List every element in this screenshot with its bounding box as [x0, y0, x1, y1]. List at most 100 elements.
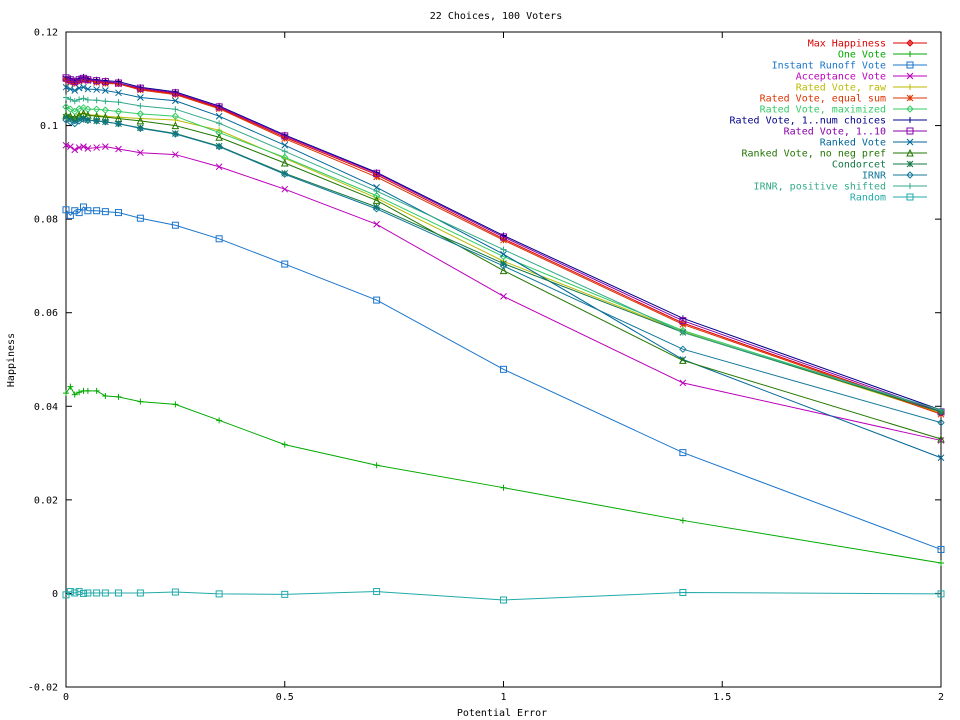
series-13	[63, 94, 944, 414]
legend-marker	[906, 105, 914, 113]
legend-marker	[907, 84, 913, 90]
legend-entry: Instant Runoff Vote	[772, 61, 927, 72]
legend-marker	[906, 138, 914, 146]
legend-label: Ranked Vote	[820, 138, 886, 149]
legend-label: Rated Vote, maximized	[760, 105, 886, 116]
data-point	[679, 449, 687, 457]
data-point	[80, 83, 87, 91]
data-point	[71, 146, 79, 154]
legend-entry: IRNR	[862, 171, 927, 182]
data-point	[280, 158, 289, 167]
data-point	[373, 220, 380, 228]
data-point	[93, 144, 100, 151]
data-point	[136, 214, 144, 222]
data-point	[76, 389, 83, 396]
y-tick-label: 0	[52, 589, 58, 600]
legend-marker	[906, 39, 914, 47]
data-point	[171, 221, 179, 229]
legend-entry: Rated Vote, maximized	[760, 105, 927, 116]
series-9	[62, 83, 945, 462]
y-axis-label: Happiness	[6, 333, 17, 387]
data-point	[171, 121, 180, 130]
data-point	[500, 250, 507, 258]
chart-title: 22 Choices, 100 Voters	[430, 11, 562, 22]
legend-marker	[906, 160, 914, 168]
data-point	[281, 169, 289, 177]
y-tick-label: 0.12	[34, 28, 58, 39]
y-tick-label: 0.1	[40, 121, 58, 132]
data-point	[71, 207, 79, 215]
data-point	[93, 97, 100, 104]
data-point	[80, 74, 87, 82]
data-point	[215, 133, 223, 141]
data-point	[281, 441, 288, 448]
data-point	[216, 120, 223, 127]
legend-entry: Rated Vote, 1..10	[784, 127, 927, 138]
data-point	[75, 76, 83, 84]
data-point	[938, 407, 944, 414]
series-lines	[62, 73, 945, 604]
data-point	[80, 114, 87, 122]
data-point	[499, 266, 508, 275]
legend-label: Rated Vote, equal sum	[760, 94, 886, 105]
data-point	[499, 262, 508, 270]
data-point	[84, 207, 92, 215]
data-point	[66, 211, 74, 219]
data-point	[80, 95, 87, 102]
data-point	[102, 392, 109, 399]
data-point	[115, 209, 122, 217]
y-tick-label: 0.06	[34, 308, 58, 319]
data-point	[79, 115, 88, 123]
data-point	[937, 545, 945, 553]
data-point	[114, 119, 123, 128]
data-point	[215, 103, 223, 111]
data-point	[76, 96, 83, 103]
legend-entry: Rated Vote, raw	[796, 83, 927, 94]
data-point	[281, 185, 289, 193]
data-point	[80, 203, 87, 211]
legend-label: Condorcet	[832, 160, 886, 171]
data-point	[172, 401, 179, 408]
series-3	[62, 141, 945, 444]
data-point	[171, 588, 179, 596]
data-point	[67, 96, 74, 103]
y-tick-label: 0.02	[34, 495, 58, 506]
data-point	[75, 115, 83, 123]
data-point	[171, 89, 179, 97]
data-point	[937, 590, 945, 598]
data-point	[281, 141, 289, 149]
data-point	[373, 588, 381, 596]
data-point	[102, 87, 109, 94]
data-point	[71, 391, 78, 398]
data-point	[93, 86, 100, 93]
data-point	[62, 83, 70, 91]
y-tick-label: 0.04	[34, 402, 58, 413]
data-point	[62, 74, 70, 82]
series-1	[63, 383, 944, 567]
data-point	[84, 387, 91, 394]
legend-label: Rated Vote, 1..10	[784, 127, 886, 138]
data-point	[101, 208, 109, 216]
data-point	[101, 589, 109, 597]
data-point	[171, 112, 180, 120]
data-point	[137, 94, 144, 101]
data-point	[66, 76, 74, 84]
x-tick-label: 1	[500, 692, 506, 703]
data-point	[93, 589, 101, 597]
data-point	[937, 418, 945, 427]
data-point	[102, 143, 109, 150]
data-point	[62, 116, 70, 124]
data-point	[679, 588, 687, 596]
legend-marker	[906, 148, 914, 157]
data-point	[136, 116, 145, 125]
data-point	[67, 143, 74, 150]
data-point	[66, 118, 75, 126]
data-point	[215, 142, 223, 151]
legend-entry: Condorcet	[832, 160, 927, 171]
series-12	[62, 115, 945, 427]
data-point	[136, 589, 144, 597]
data-point	[115, 589, 122, 597]
legend-entry: Acceptance Vote	[796, 72, 927, 83]
legend-entry: Random	[850, 193, 927, 204]
legend-label: Max Happiness	[808, 39, 886, 50]
